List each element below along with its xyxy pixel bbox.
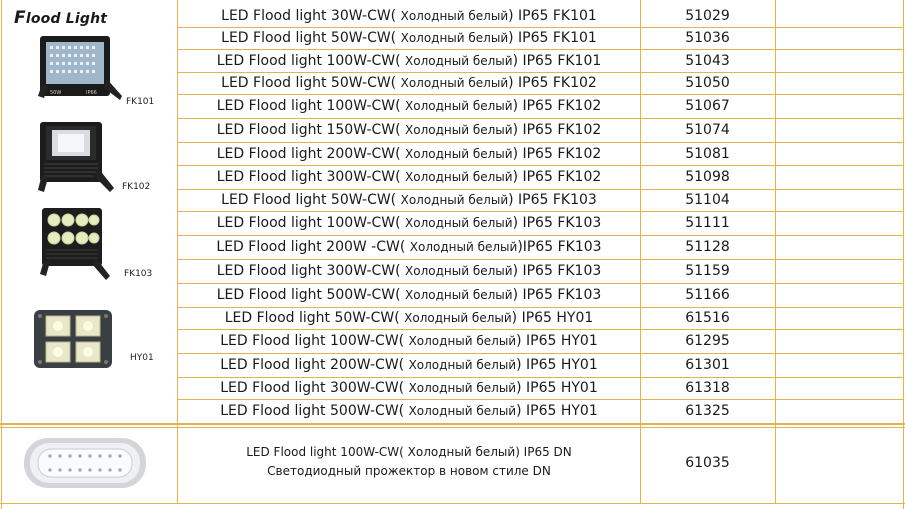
column-divider [903, 0, 904, 509]
product-code: 51043 [685, 52, 730, 69]
product-name: LED Flood light 100W-CW( Холодный белый)… [216, 215, 602, 231]
product-name: LED Flood light 500W-CW( Холодный белый)… [220, 403, 598, 419]
row-divider [177, 165, 904, 166]
product-code: 61516 [685, 310, 730, 326]
product-name: LED Flood light 50W-CW( Холодный белый) … [221, 30, 597, 46]
product-name: LED Flood light 200W-CW( Холодный белый)… [220, 357, 598, 373]
hy01-label: HY01 [130, 353, 154, 363]
product-name: LED Flood light 100W-CW( Холодный белый)… [216, 52, 602, 69]
product-name: LED Flood light 100W-CW( Холодный белый)… [216, 98, 602, 114]
product-code: 51098 [685, 169, 730, 185]
product-code: 51128 [685, 239, 730, 255]
product-name: LED Flood light 150W-CW( Холодный белый)… [216, 122, 602, 138]
product-name: LED Flood light 200W -CW( Холодный белый… [216, 239, 602, 255]
row-divider [177, 142, 904, 143]
row-divider [177, 399, 904, 400]
row-divider [177, 307, 904, 308]
product-code: 61325 [685, 403, 730, 419]
product-code: 61295 [685, 333, 730, 349]
product-code: 51074 [685, 122, 730, 138]
product-code: 51159 [685, 263, 730, 279]
product-name: LED Flood light 300W-CW( Холодный белый)… [220, 380, 598, 396]
product-code: 61318 [685, 380, 730, 396]
column-divider [1, 0, 2, 509]
row-divider [177, 211, 904, 212]
product-name: LED Flood light 50W-CW( Холодный белый) … [221, 75, 597, 91]
product-code: 51166 [685, 287, 730, 303]
row-divider [177, 27, 904, 28]
hy01-product-image [34, 310, 112, 368]
product-name: LED Flood light 300W-CW( Холодный белый)… [216, 263, 602, 279]
row-divider [177, 329, 904, 330]
fk101-image-text-right: IP66 [86, 90, 97, 96]
product-code: 51029 [685, 8, 730, 24]
product-name: LED Flood light 100W-CW( Холодный белый)… [220, 333, 598, 349]
row-divider [177, 94, 904, 95]
product-code: 51050 [685, 75, 730, 91]
row-divider [177, 189, 904, 190]
row-divider [177, 118, 904, 119]
fk103-product-image [40, 208, 110, 280]
product-name: LED Flood light 30W-CW( Холодный белый) … [221, 8, 597, 24]
row-divider [0, 503, 905, 504]
column-divider [775, 0, 776, 503]
product-code: 51081 [685, 145, 730, 162]
product-code: 51104 [685, 192, 730, 208]
dn-product-name-line1: LED Flood light 100W-CW( Холодный белый)… [246, 445, 572, 459]
column-divider [640, 0, 641, 503]
product-code: 51036 [685, 30, 730, 46]
row-divider [177, 235, 904, 236]
row-divider [0, 427, 905, 428]
fk101-label: FK101 [126, 97, 155, 107]
row-divider [177, 49, 904, 50]
dn-product-image [24, 438, 146, 488]
row-divider [177, 353, 904, 354]
row-divider [177, 72, 904, 73]
fk103-label: FK103 [124, 269, 153, 279]
row-divider [177, 377, 904, 378]
row-divider [177, 259, 904, 260]
product-name: LED Flood light 50W-CW( Холодный белый) … [224, 310, 594, 326]
section-title: Flood Light [14, 8, 108, 28]
product-name: LED Flood light 300W-CW( Холодный белый)… [216, 169, 602, 185]
product-name: LED Flood light 200W-CW( Холодный белый)… [216, 145, 602, 162]
product-code: 61301 [685, 357, 730, 373]
product-code: 51067 [685, 98, 730, 114]
product-code: 51111 [685, 215, 730, 231]
fk102-label: FK102 [122, 182, 151, 192]
fk101-product-image: 50W IP66 [38, 36, 122, 100]
fk101-image-text-left: 50W [50, 90, 61, 96]
dn-product-code: 61035 [685, 455, 730, 471]
column-divider [177, 0, 178, 503]
product-name: LED Flood light 50W-CW( Холодный белый) … [221, 192, 597, 208]
fk102-product-image [38, 122, 114, 192]
product-name: LED Flood light 500W-CW( Холодный белый)… [216, 287, 602, 303]
dn-product-name-line2: Светодиодный прожектор в новом стиле DN [267, 464, 551, 478]
row-divider [177, 283, 904, 284]
section-separator [0, 423, 905, 425]
